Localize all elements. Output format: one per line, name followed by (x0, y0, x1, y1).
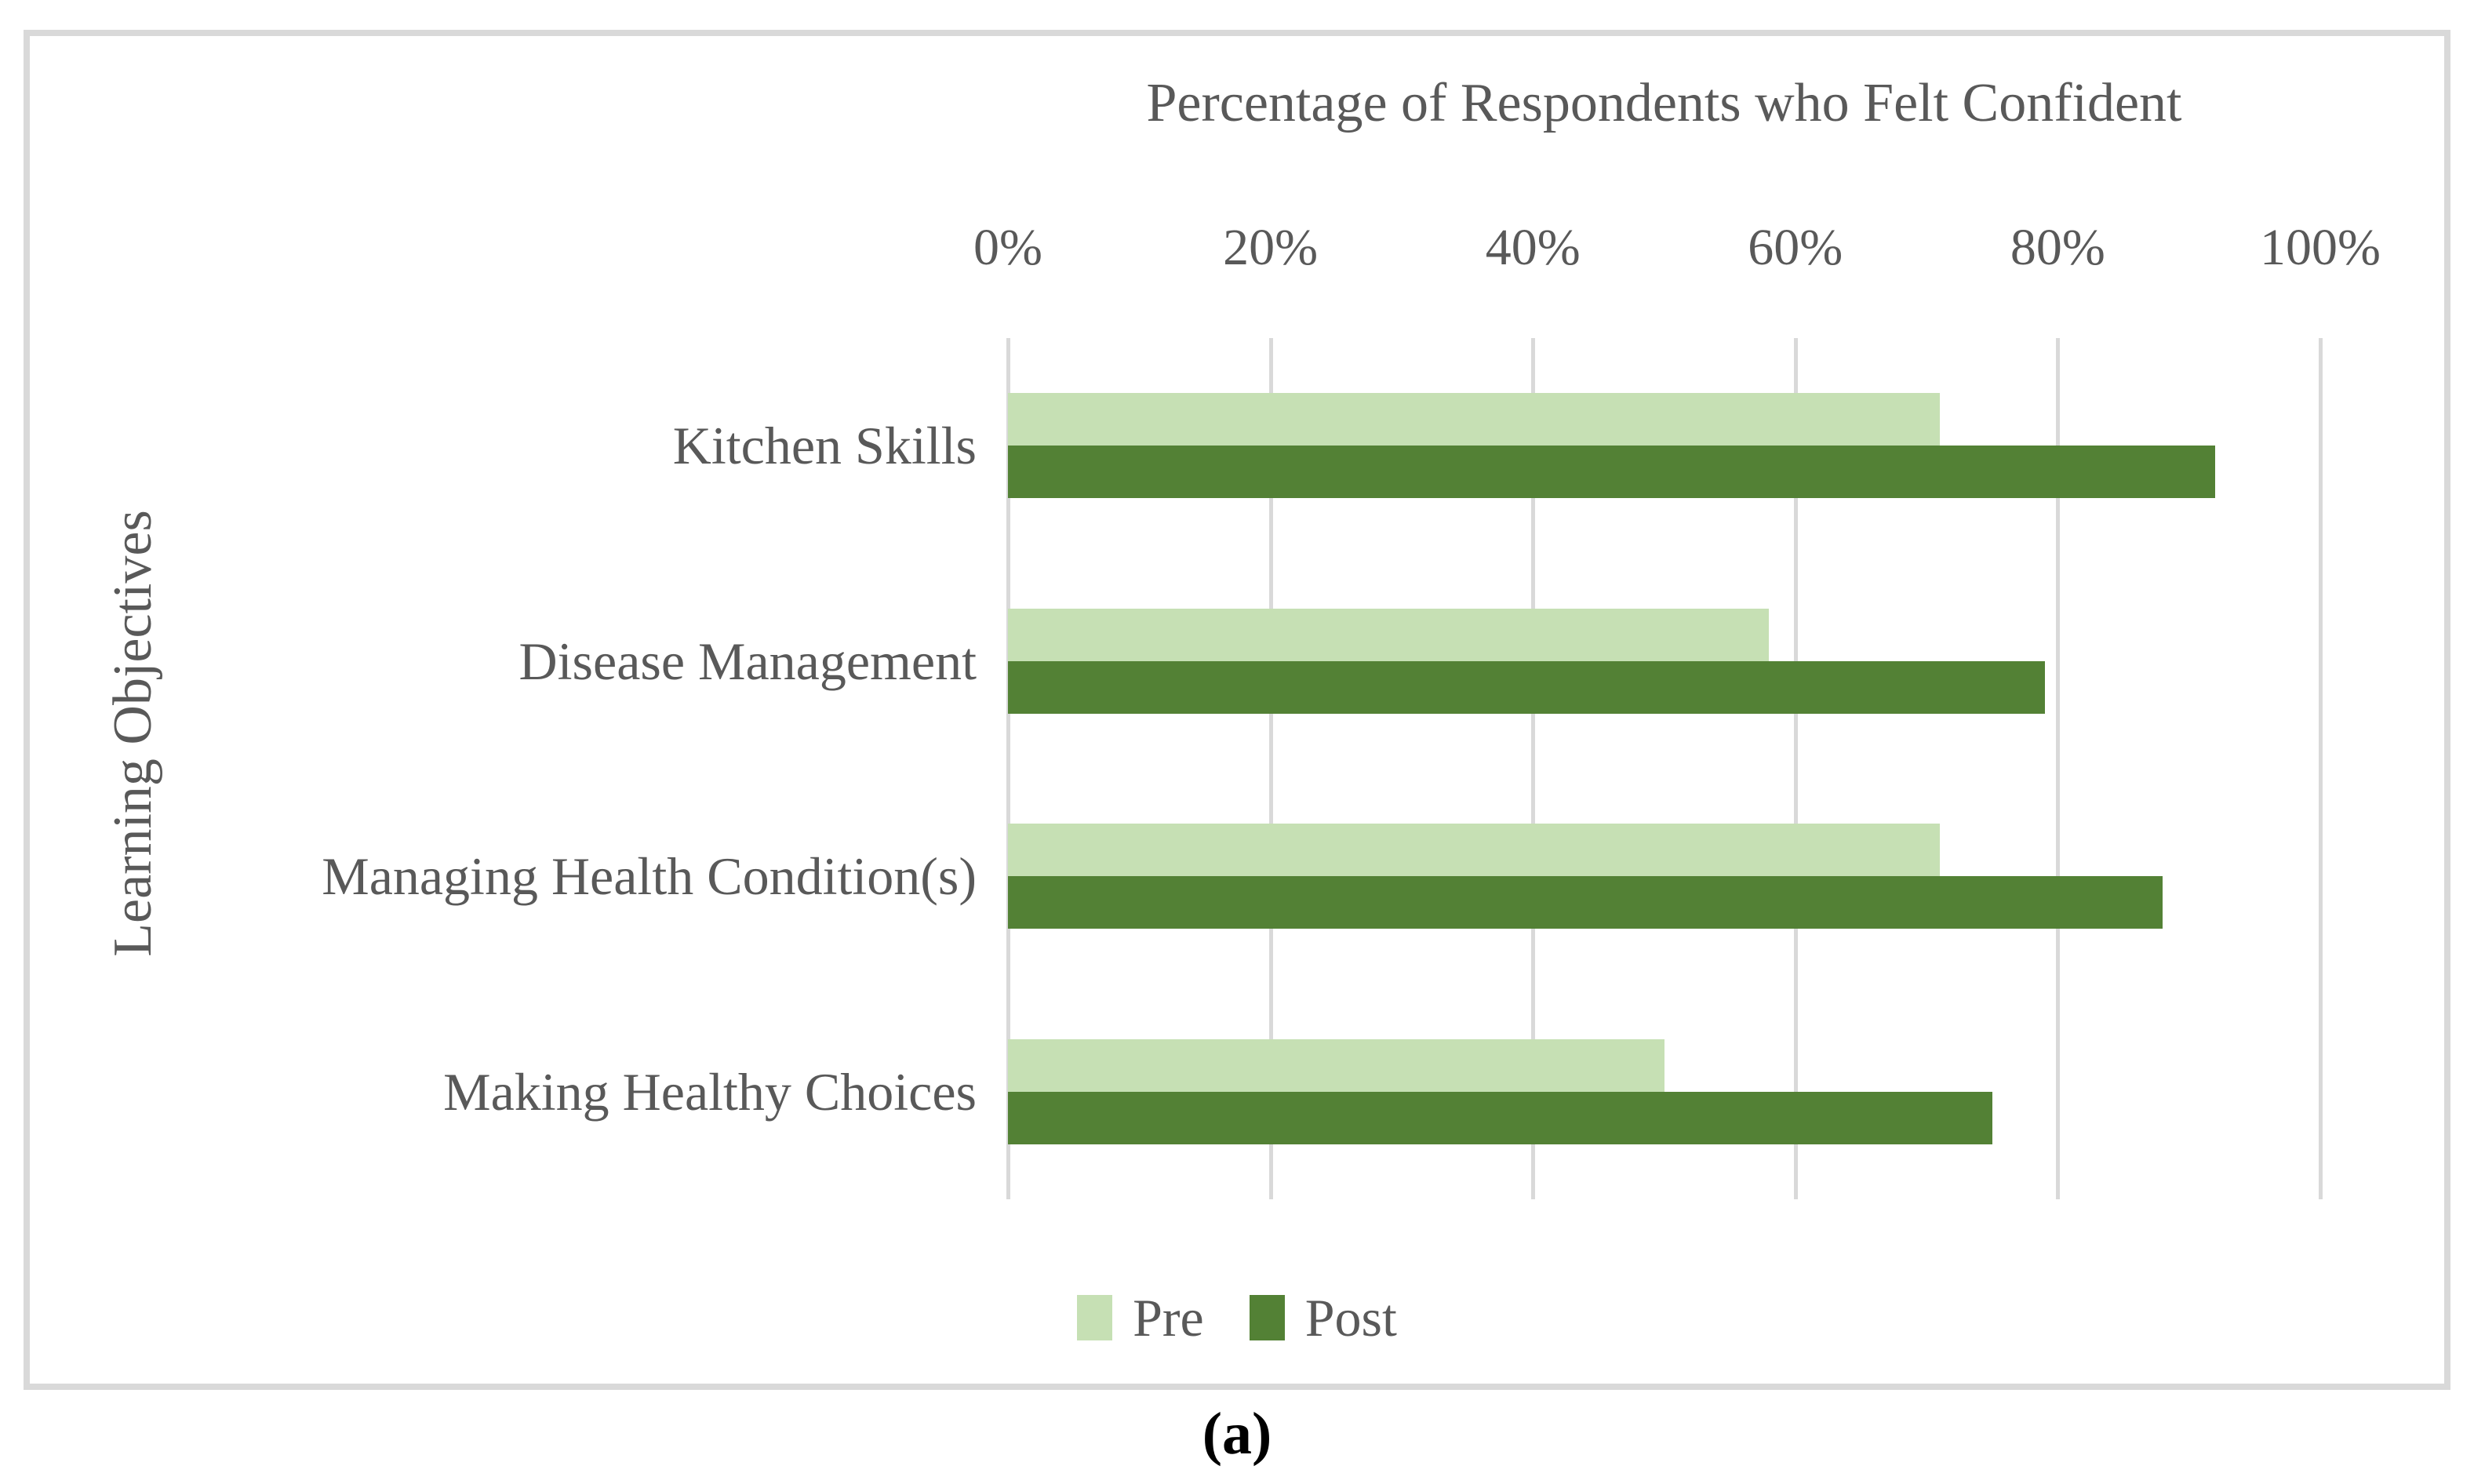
gridline-100 (2319, 338, 2323, 1199)
category-label-managing-health-condition-s: Managing Health Condition(s) (322, 846, 977, 907)
chart-title: Percentage of Respondents who Felt Confi… (1146, 73, 2182, 133)
bar-post-making-healthy-choices (1008, 1091, 1992, 1144)
caption-letter: a (1222, 1401, 1252, 1467)
legend-label-post: Post (1304, 1288, 1397, 1348)
legend-item-pre: Pre (1077, 1288, 1204, 1348)
category-label-making-healthy-choices: Making Healthy Choices (443, 1061, 977, 1122)
gridline-40 (1531, 338, 1536, 1199)
bar-post-disease-management (1008, 660, 2045, 714)
bar-pre-managing-health-condition-s (1008, 824, 1940, 877)
plot-area (1006, 338, 2323, 1199)
legend-item-post: Post (1249, 1288, 1397, 1348)
x-axis-tick-40: 40% (1485, 219, 1581, 276)
gridline-80 (2056, 338, 2061, 1199)
category-label-disease-management: Disease Management (518, 631, 977, 691)
x-axis-tick-0: 0% (973, 219, 1042, 276)
x-axis-tick-100: 100% (2260, 219, 2381, 276)
caption-close-paren: ) (1252, 1401, 1272, 1467)
bar-pre-kitchen-skills (1008, 393, 1940, 446)
bar-pre-disease-management (1008, 608, 1770, 661)
legend-swatch-post (1249, 1295, 1285, 1340)
x-axis-tick-80: 80% (2010, 219, 2105, 276)
gridline-60 (1793, 338, 1798, 1199)
legend-label-pre: Pre (1133, 1288, 1204, 1348)
bar-post-kitchen-skills (1008, 446, 2216, 499)
category-label-kitchen-skills: Kitchen Skills (672, 416, 977, 476)
bar-pre-making-healthy-choices (1008, 1038, 1664, 1092)
x-axis-tick-20: 20% (1223, 219, 1319, 276)
legend: Pre Post (0, 1288, 2474, 1348)
caption-open-paren: ( (1202, 1401, 1222, 1467)
gridline-0 (1006, 338, 1010, 1199)
figure-caption: (a) (0, 1401, 2474, 1467)
y-axis-category-labels: Kitchen Skills Disease Management Managing… (118, 338, 977, 1199)
gridline-20 (1268, 338, 1273, 1199)
legend-swatch-pre (1077, 1295, 1113, 1340)
bar-post-managing-health-condition-s (1008, 876, 2163, 929)
x-axis: 0% 20% 40% 60% 80% 100% (973, 212, 2381, 284)
y-axis-title: Learning Objectives (103, 510, 163, 957)
x-axis-tick-60: 60% (1748, 219, 1843, 276)
